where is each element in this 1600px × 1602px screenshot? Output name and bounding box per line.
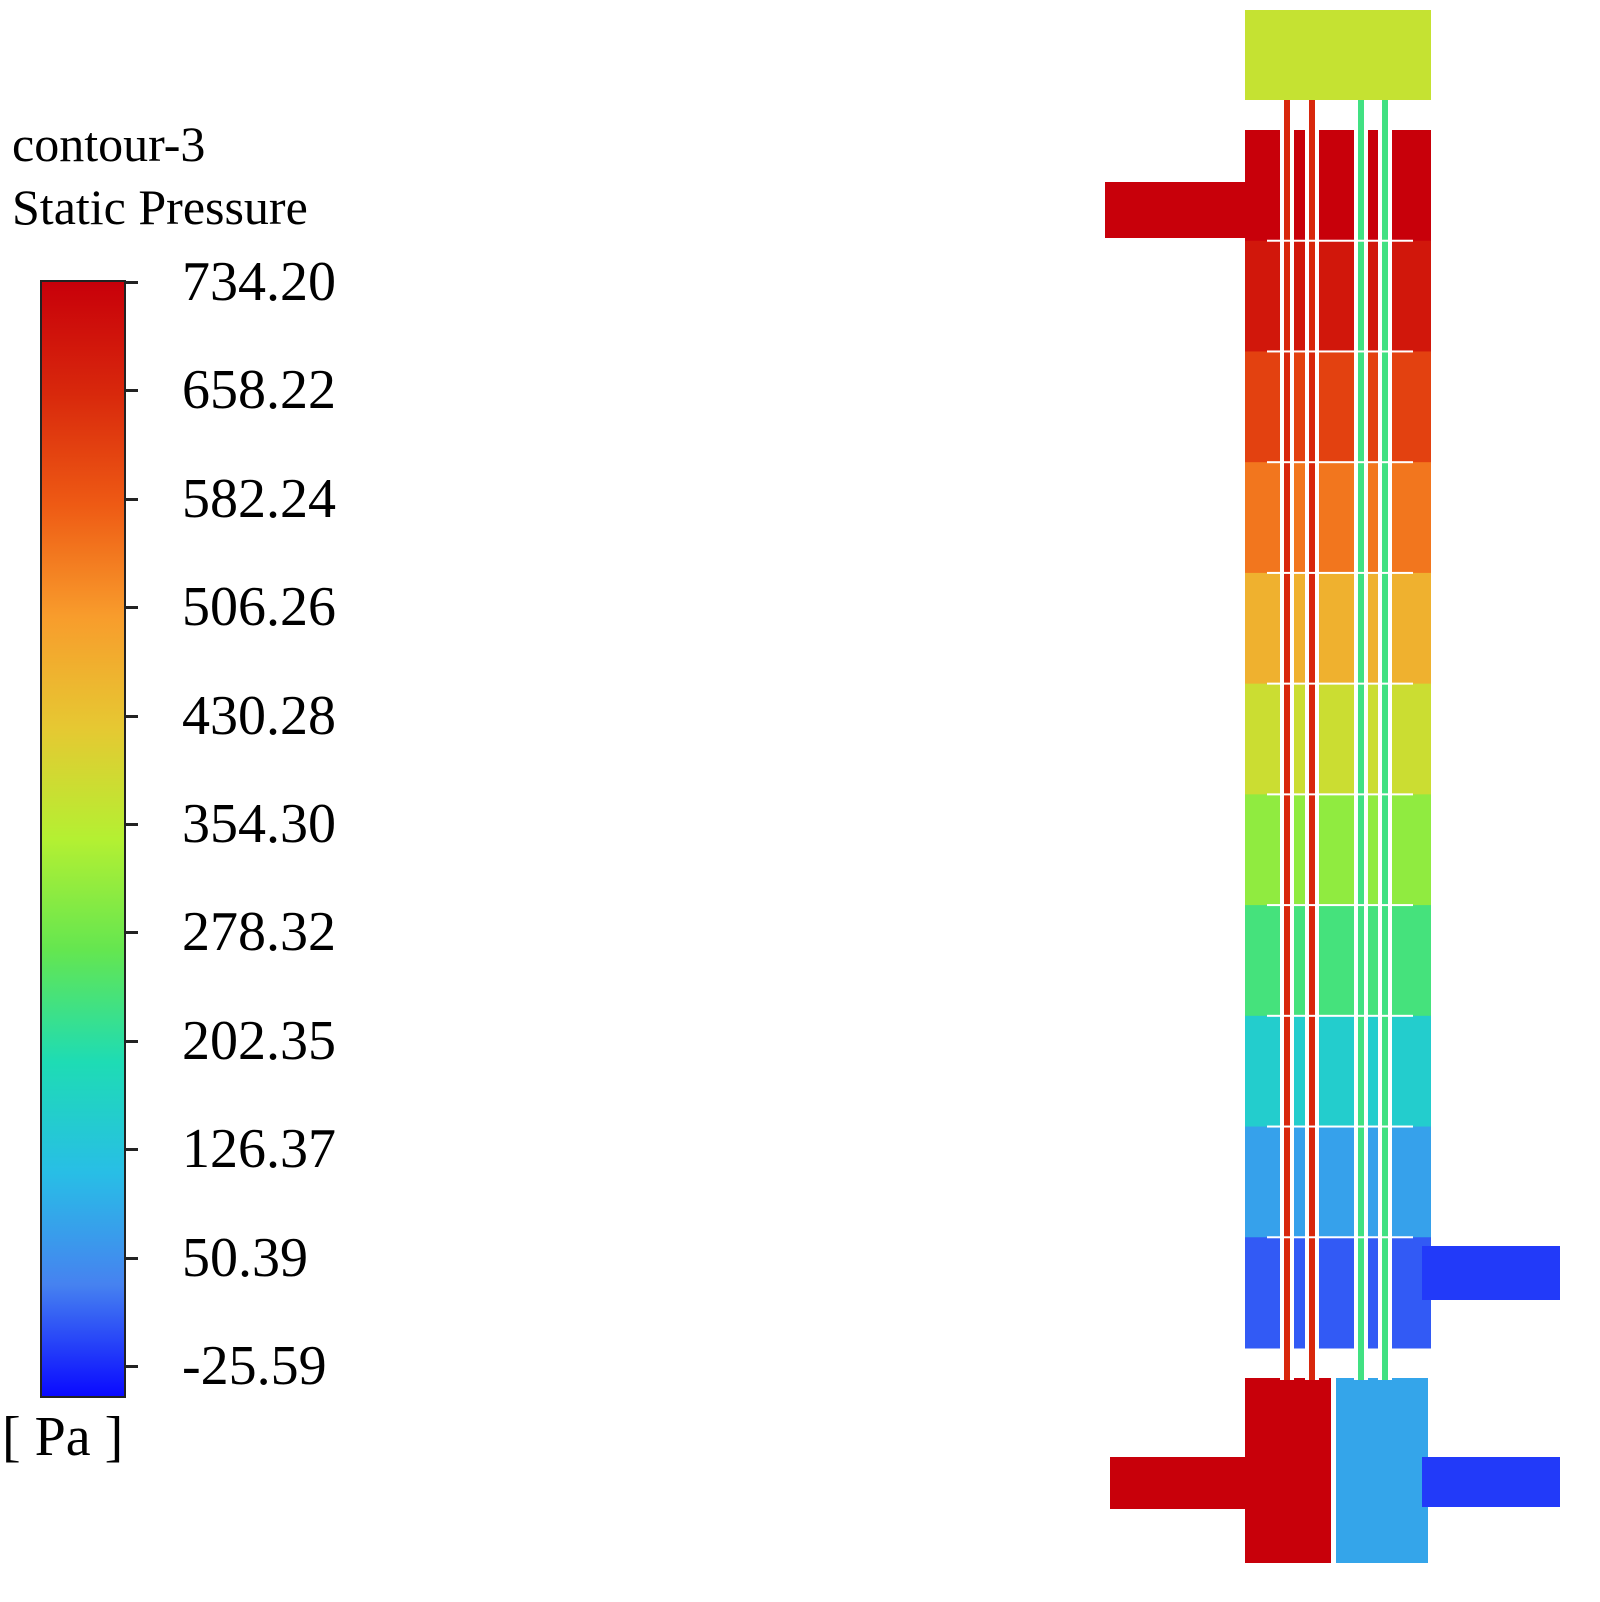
scale-tick-label: 202.35: [182, 1009, 336, 1072]
scale-tick: [126, 1256, 138, 1260]
scale-tick: [126, 1148, 138, 1152]
band-separator: [1267, 793, 1413, 796]
scale-tick-label: 582.24: [182, 467, 336, 530]
channel-bands: [1245, 130, 1431, 1349]
channel-band: [1245, 130, 1431, 242]
channel-band: [1245, 683, 1431, 795]
band-separator: [1267, 350, 1413, 353]
band-separator: [1267, 461, 1413, 464]
band-separator: [1267, 571, 1413, 574]
tubes: [1280, 100, 1392, 1380]
scale-tick: [126, 389, 138, 393]
tube: [1358, 100, 1364, 1380]
band-separator: [1267, 1014, 1413, 1017]
channel-band: [1245, 905, 1431, 1017]
scale-tick-label: 506.26: [182, 576, 336, 639]
scale-tick-label: 126.37: [182, 1118, 336, 1181]
channel-band: [1245, 572, 1431, 685]
band-separator: [1267, 1125, 1413, 1128]
channel-band: [1245, 1126, 1431, 1238]
unit-label: [ Pa ]: [2, 1406, 124, 1468]
scale-tick: [126, 606, 138, 610]
scale-tick: [126, 714, 138, 718]
scale-tick-label: 278.32: [182, 901, 336, 964]
channel-band: [1245, 1237, 1431, 1349]
inlet-pipe: [1105, 182, 1250, 238]
scale-tick-label: 354.30: [182, 793, 336, 855]
bottom-header-left: [1245, 1378, 1331, 1563]
channel-band: [1245, 794, 1431, 906]
tube: [1309, 100, 1315, 1380]
scale-tick: [126, 1039, 138, 1043]
scale-tick-label: 430.28: [182, 684, 336, 747]
top-header: [1245, 10, 1431, 100]
scale-tick: [126, 497, 138, 501]
outlet-pipe-right: [1422, 1246, 1560, 1300]
pressure-contour-view: [1105, 10, 1560, 1563]
scale-tick: [126, 1365, 138, 1368]
scale-tick: [126, 281, 138, 284]
channel-band: [1245, 462, 1431, 574]
bottom-pipe-right: [1422, 1457, 1560, 1507]
bottom-pipe-left: [1110, 1457, 1250, 1509]
channel-band: [1245, 351, 1431, 463]
scale-tick-label: 50.39: [182, 1226, 308, 1289]
band-separator: [1267, 682, 1413, 685]
scale-tick-label: 734.20: [182, 251, 336, 313]
tube: [1284, 100, 1290, 1380]
legend-title-line1: contour-3: [12, 116, 206, 172]
band-separators: [1267, 239, 1413, 1239]
tube: [1382, 100, 1388, 1380]
legend-title-line2: Static Pressure: [12, 179, 308, 235]
bottom-header-right: [1336, 1378, 1428, 1563]
scale-tick: [126, 823, 138, 826]
band-separator: [1267, 1236, 1413, 1239]
color-scale-bar: [40, 280, 126, 1398]
band-separator: [1267, 239, 1413, 242]
scale-tick: [126, 931, 138, 935]
scale-tick-label: 658.22: [182, 359, 336, 422]
band-separator: [1267, 904, 1413, 907]
scale-tick-label: -25.59: [182, 1335, 327, 1397]
channel-band: [1245, 240, 1431, 352]
channel-band: [1245, 1015, 1431, 1128]
